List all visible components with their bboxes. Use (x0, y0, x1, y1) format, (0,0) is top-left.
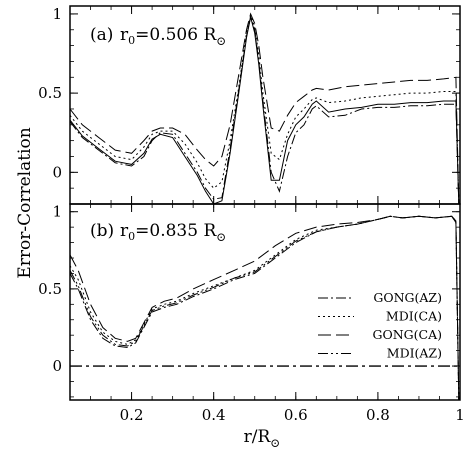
x-axis-title: r/R⊙ (244, 427, 281, 450)
panel-b-frame (69, 203, 461, 401)
legend-label: MDI(AZ) (387, 346, 442, 361)
panel-b-title-value: =0.835 R (135, 221, 217, 241)
panel-a-title-symbol: ⊙ (216, 34, 226, 48)
series-line-mdi-az- (69, 16, 460, 205)
panel-a-axes: 00.51 (38, 5, 461, 205)
panel-a-series (69, 12, 460, 205)
legend-label: GONG(CA) (372, 327, 442, 342)
x-tick-label: 1 (455, 406, 465, 424)
series-line-gong-ca- (69, 215, 460, 401)
y-tick-label: 1 (52, 203, 62, 221)
panel-b-series (69, 215, 460, 401)
y-tick-label: 0 (52, 163, 62, 181)
series-line-mdi-az- (69, 215, 460, 401)
x-axis-title-text: r/R (244, 427, 272, 447)
panel-a-title-prefix: r (120, 25, 129, 45)
y-tick-label: 0.5 (38, 84, 62, 102)
legend: GONG(AZ) MDI(CA) GONG(CA) MDI(AZ) (318, 290, 442, 361)
y-axis-title: Error-Correlation (15, 127, 35, 278)
y-tick-label: 0 (52, 357, 62, 375)
series-line-mdi-ca- (69, 13, 460, 205)
panel-a-title-subscript: 0 (128, 34, 135, 47)
x-axis-title-symbol: ⊙ (270, 436, 280, 450)
panel-a-title: r0=0.506 R⊙ (120, 25, 226, 48)
panel-b-title: r0=0.835 R⊙ (120, 221, 226, 244)
panel-b-title-subscript: 0 (128, 230, 135, 243)
panel-a-label: (a) (90, 25, 113, 45)
x-tick-label: 0.2 (120, 406, 144, 424)
x-tick-label: 0.8 (366, 406, 390, 424)
panel-b-axes: 0 0.5 1 0.2 0.4 0.6 0.8 1 (38, 203, 465, 424)
x-tick-label: 0.4 (202, 406, 226, 424)
series-line-gong-ca- (69, 12, 460, 205)
series-line-gong-az- (69, 215, 460, 401)
panel-a-title-value: =0.506 R (135, 25, 217, 45)
y-tick-label: 1 (52, 5, 62, 23)
panel-b: (b) r0=0.835 R⊙ 00.510.2 0.4 0.6 0.8 1 GONG(… (38, 203, 465, 424)
panel-b-label: (b) (90, 221, 114, 241)
panel-b-title-symbol: ⊙ (216, 230, 226, 244)
legend-label: MDI(CA) (386, 309, 442, 324)
y-tick-label: 0.5 (38, 280, 62, 298)
panel-a: (a) r0=0.506 R⊙ 00.51 (38, 5, 461, 205)
x-tick-label: 0.6 (284, 406, 308, 424)
panel-b-title-prefix: r (120, 221, 129, 241)
legend-label: GONG(AZ) (373, 290, 442, 305)
